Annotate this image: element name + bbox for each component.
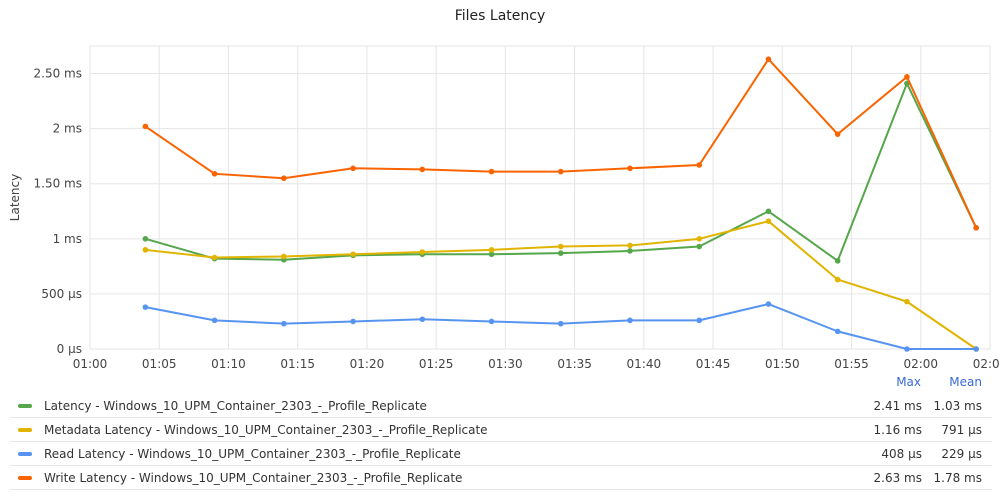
legend-mean-value: 791 µs — [941, 422, 982, 437]
data-point-1 — [142, 247, 149, 253]
data-point-3 — [211, 171, 218, 177]
data-point-3 — [973, 225, 979, 231]
y-tick-label: 2 ms — [53, 122, 82, 136]
data-point-3 — [696, 162, 703, 168]
data-point-0 — [696, 243, 703, 250]
x-tick-label: 01:05 — [142, 357, 177, 371]
x-tick-label: 01:35 — [557, 357, 592, 371]
x-tick-label: 02:05 — [973, 357, 1000, 371]
data-point-2 — [904, 346, 910, 352]
data-point-2 — [834, 328, 841, 335]
data-point-1 — [557, 243, 564, 250]
data-point-3 — [281, 175, 287, 182]
data-point-3 — [419, 166, 426, 173]
legend-series-name: Latency - Windows_10_UPM_Container_2303_… — [44, 398, 427, 413]
y-tick-label: 1.50 ms — [34, 177, 82, 191]
data-point-3 — [350, 165, 356, 172]
data-point-2 — [973, 346, 979, 352]
data-point-3 — [834, 131, 841, 137]
x-tick-label: 01:00 — [73, 357, 108, 371]
legend-item-write-latency[interactable]: Write Latency - Windows_10_UPM_Container… — [10, 466, 992, 490]
series-color-swatch — [18, 451, 32, 456]
data-point-2 — [211, 317, 218, 324]
legend-max-value: 2.63 ms — [873, 470, 922, 485]
data-point-3 — [765, 56, 772, 63]
x-tick-label: 01:50 — [765, 357, 800, 371]
legend-item-latency[interactable]: Latency - Windows_10_UPM_Container_2303_… — [10, 394, 992, 418]
x-tick-label: 01:30 — [488, 357, 523, 371]
data-point-2 — [350, 318, 356, 325]
data-point-0 — [142, 236, 149, 242]
data-point-2 — [142, 304, 149, 310]
legend-series-name: Write Latency - Windows_10_UPM_Container… — [44, 470, 463, 485]
data-point-1 — [211, 254, 218, 261]
line-chart: 0 µs 500 µs 1 ms 1.50 ms 2 ms 2.50 ms 01:00 01:… — [8, 45, 1000, 371]
y-tick-label: 1 ms — [53, 232, 82, 246]
data-point-2 — [488, 318, 495, 325]
chart-title: Files Latency — [454, 8, 546, 24]
x-tick-label: 01:45 — [696, 357, 731, 371]
data-point-3 — [904, 74, 910, 80]
data-point-3 — [627, 165, 633, 172]
x-tick-label: 02:00 — [903, 357, 938, 371]
y-tick-label: 2.50 ms — [34, 67, 82, 81]
data-point-0 — [765, 208, 772, 215]
legend-item-metadata-latency[interactable]: Metadata Latency - Windows_10_UPM_Contai… — [10, 418, 992, 442]
data-point-1 — [488, 247, 495, 253]
legend-max-value: 1.16 ms — [873, 422, 922, 437]
data-point-0 — [488, 251, 495, 258]
legend-series-name: Metadata Latency - Windows_10_UPM_Contai… — [44, 422, 488, 437]
legend-series-name: Read Latency - Windows_10_UPM_Container_… — [44, 446, 461, 461]
legend-mean-value: 229 µs — [941, 446, 982, 461]
data-point-0 — [627, 248, 633, 254]
legend-max-header[interactable]: Max — [896, 375, 921, 389]
data-point-0 — [557, 250, 564, 256]
data-point-2 — [419, 316, 426, 323]
legend-max-value: 408 µs — [881, 446, 922, 461]
legend-item-read-latency[interactable]: Read Latency - Windows_10_UPM_Container_… — [10, 442, 992, 466]
data-point-2 — [557, 320, 564, 327]
data-point-1 — [627, 242, 633, 249]
plot-area — [89, 45, 991, 350]
y-axis-label: Latency — [8, 174, 22, 221]
data-point-3 — [488, 168, 495, 175]
data-point-1 — [904, 298, 910, 305]
x-tick-label: 01:20 — [350, 357, 385, 371]
legend-mean-value: 1.03 ms — [933, 398, 982, 413]
data-point-1 — [281, 253, 287, 260]
data-point-3 — [557, 168, 564, 175]
data-point-1 — [696, 236, 703, 242]
y-tick-label: 0 µs — [57, 342, 82, 356]
data-point-1 — [765, 218, 772, 224]
x-tick-label: 01:25 — [419, 357, 454, 371]
series-color-swatch — [18, 403, 32, 408]
series-color-swatch — [18, 475, 32, 480]
data-point-2 — [696, 317, 703, 324]
legend-mean-header[interactable]: Mean — [949, 375, 982, 389]
legend-mean-value: 1.78 ms — [933, 470, 982, 485]
x-tick-label: 01:15 — [280, 357, 315, 371]
x-tick-label: 01:40 — [627, 357, 662, 371]
data-point-3 — [142, 123, 149, 130]
legend-header: Max Mean — [0, 375, 1000, 391]
data-point-2 — [627, 317, 633, 324]
y-tick-label: 500 µs — [41, 287, 82, 301]
data-point-2 — [765, 301, 772, 307]
x-tick-label: 01:55 — [834, 357, 869, 371]
data-point-2 — [281, 320, 287, 327]
data-point-1 — [834, 276, 841, 283]
series-color-swatch — [18, 427, 32, 432]
data-point-1 — [419, 249, 426, 255]
data-point-1 — [350, 251, 356, 258]
legend-max-value: 2.41 ms — [873, 398, 922, 413]
x-tick-label: 01:10 — [211, 357, 246, 371]
data-point-0 — [834, 258, 841, 264]
